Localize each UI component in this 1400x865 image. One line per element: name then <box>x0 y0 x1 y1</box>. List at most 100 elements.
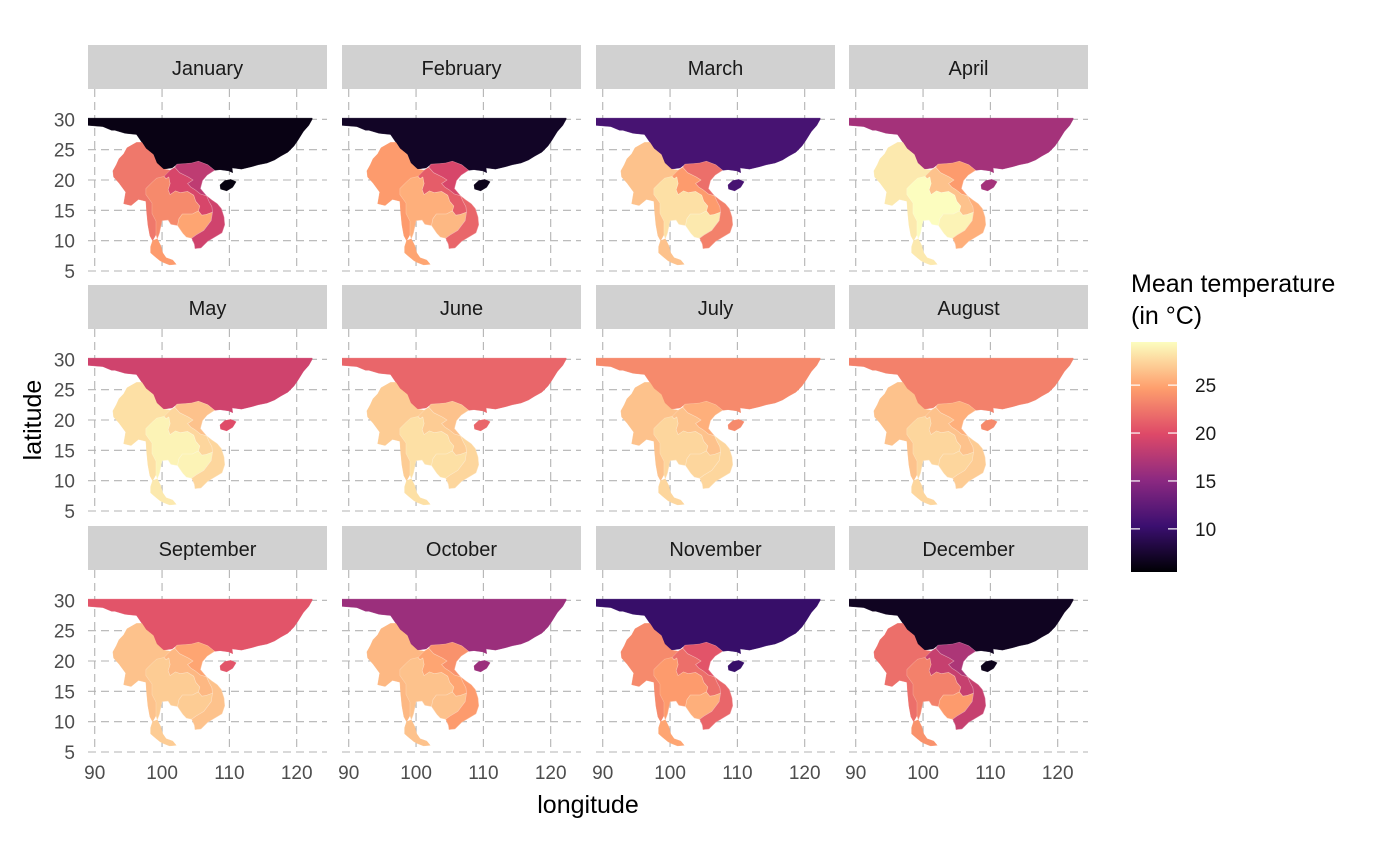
region-border <box>163 647 213 697</box>
facet-panel: March <box>596 45 835 272</box>
legend-title-line2: (in °C) <box>1131 302 1202 330</box>
region-border <box>191 435 226 489</box>
facet-strip-label: February <box>421 58 501 80</box>
region-peninsula <box>404 719 431 747</box>
region-border <box>399 176 455 240</box>
facet-strip <box>342 526 581 570</box>
facet-panel: October <box>342 526 581 753</box>
region-border <box>938 210 974 239</box>
region-border <box>399 657 455 721</box>
region-border <box>685 210 721 239</box>
x-tick-label: 120 <box>281 763 313 784</box>
y-tick-label: 10 <box>54 713 75 734</box>
region-border <box>145 416 201 480</box>
region-border <box>145 176 201 240</box>
region-border <box>445 195 480 249</box>
region-border <box>163 406 213 456</box>
region-border <box>699 435 734 489</box>
region-border <box>685 450 721 479</box>
region-hainan <box>727 179 745 192</box>
facet-panel: June <box>342 285 581 512</box>
x-tick-label: 100 <box>400 763 432 784</box>
region-border <box>174 400 216 437</box>
facet-strip <box>88 285 327 329</box>
region-peninsula <box>911 238 938 266</box>
region-border <box>417 647 467 697</box>
x-tick-label: 90 <box>592 763 613 784</box>
region-layer <box>342 357 567 506</box>
x-axis-title: longitude <box>537 791 638 819</box>
facet-panels: January February March April May June July Augu… <box>88 45 1088 753</box>
region-south_vietnam <box>191 435 225 489</box>
region-border <box>924 647 974 697</box>
region-border <box>431 450 467 479</box>
region-border <box>653 416 709 480</box>
x-axis-ticks: 90 100 110 120 90 100 110 120 90 100 110 120 90 100 11… <box>84 763 1073 784</box>
region-border <box>174 641 216 678</box>
x-tick-label: 100 <box>146 763 178 784</box>
region-layer <box>342 598 567 747</box>
facet-strip <box>88 45 327 89</box>
y-tick-label: 10 <box>54 472 75 493</box>
region-border <box>428 641 470 678</box>
legend-tick-label: 20 <box>1195 424 1216 445</box>
facet-strip-label: April <box>948 58 988 80</box>
region-border <box>952 676 987 730</box>
region-border <box>174 160 216 197</box>
region-layer <box>596 598 821 747</box>
region-border <box>191 676 226 730</box>
legend-tick-label: 10 <box>1195 520 1216 541</box>
y-tick-label: 10 <box>54 232 75 253</box>
facet-strip <box>596 285 835 329</box>
y-tick-label: 5 <box>64 502 75 523</box>
region-south_vietnam <box>191 676 225 730</box>
region-border <box>191 195 226 249</box>
region-hainan <box>980 660 998 673</box>
y-tick-label: 5 <box>64 743 75 764</box>
x-tick-label: 90 <box>84 763 105 784</box>
region-hainan <box>219 660 237 673</box>
x-tick-label: 120 <box>1042 763 1074 784</box>
region-border <box>145 657 201 721</box>
facet-strip <box>849 526 1088 570</box>
y-tick-label: 25 <box>54 622 75 643</box>
region-border <box>906 416 962 480</box>
region-south_vietnam <box>445 676 479 730</box>
y-axis-title: latitude <box>19 380 47 461</box>
region-south_vietnam <box>699 676 733 730</box>
facet-panel: January <box>88 45 327 272</box>
region-border <box>177 210 213 239</box>
region-south_vietnam <box>699 195 733 249</box>
region-peninsula <box>911 478 938 506</box>
legend-title-line1: Mean temperature <box>1131 270 1335 298</box>
facet-strip-label: November <box>669 539 762 561</box>
x-tick-label: 110 <box>468 763 498 784</box>
facet-strip-label: September <box>159 539 257 561</box>
region-hainan <box>219 179 237 192</box>
region-border <box>653 657 709 721</box>
region-border <box>938 450 974 479</box>
legend: Mean temperature (in °C) 10 15 20 25 <box>1131 270 1335 572</box>
x-tick-label: 110 <box>975 763 1005 784</box>
region-south_vietnam <box>445 435 479 489</box>
x-tick-label: 90 <box>338 763 359 784</box>
region-south_vietnam <box>191 195 225 249</box>
y-tick-label: 25 <box>54 141 75 162</box>
legend-ticks: 10 15 20 25 <box>1131 376 1216 541</box>
region-peninsula <box>658 719 685 747</box>
region-border <box>428 160 470 197</box>
facet-strip <box>596 45 835 89</box>
y-tick-label: 30 <box>54 591 75 612</box>
legend-tick-label: 15 <box>1195 472 1216 493</box>
region-hainan <box>727 660 745 673</box>
region-hainan <box>727 419 745 432</box>
region-border <box>699 195 734 249</box>
region-border <box>431 210 467 239</box>
region-south_vietnam <box>699 435 733 489</box>
region-layer <box>596 117 821 266</box>
region-peninsula <box>404 478 431 506</box>
facet-strip-label: May <box>189 298 227 320</box>
region-border <box>163 166 213 216</box>
region-border <box>682 160 724 197</box>
